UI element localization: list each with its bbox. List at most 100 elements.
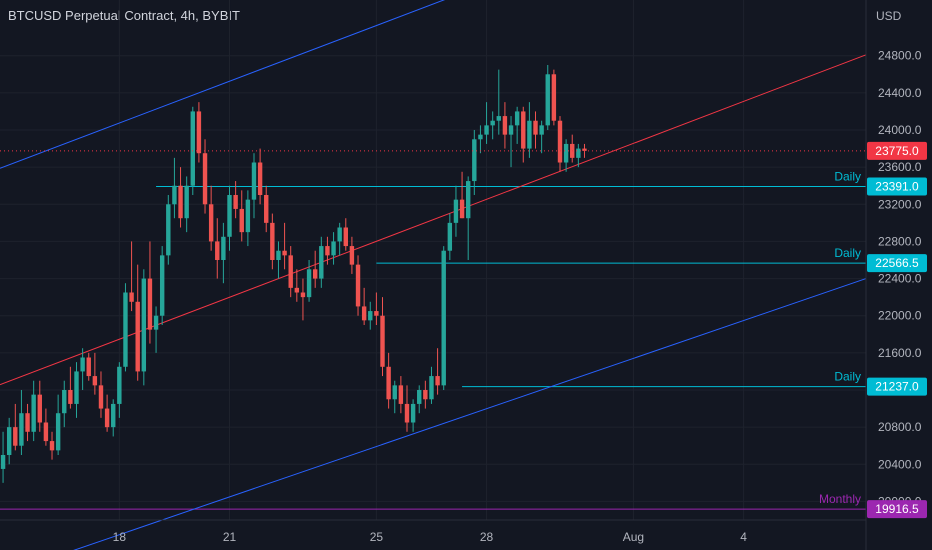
candle-body (43, 422, 49, 442)
currency-label: USD (876, 9, 902, 23)
candle-body (306, 269, 312, 298)
candle-body (368, 311, 373, 321)
candle-body (343, 227, 348, 247)
candle-body (337, 227, 342, 242)
candle-body (349, 246, 355, 265)
candle-body (129, 292, 134, 302)
candle-body (31, 394, 36, 432)
candle-body (557, 120, 563, 163)
candle-body (245, 199, 251, 233)
chart-title: BTCUSD Perpetual Contract, 4h, BYBIT (8, 8, 240, 23)
candle-body (251, 162, 257, 200)
level-price-badge (867, 377, 927, 396)
x-tick-label: 21 (223, 530, 237, 544)
y-tick-label: 23600.0 (878, 160, 922, 174)
candle-body (453, 199, 459, 223)
candle-body (221, 236, 226, 260)
candle-body (545, 74, 550, 126)
x-tick-label: 28 (480, 530, 494, 544)
level-label: Daily (834, 170, 861, 184)
candle-body (233, 195, 238, 209)
candle-body (37, 394, 42, 423)
candle-body (178, 185, 183, 219)
y-tick-label: 22000.0 (878, 309, 922, 323)
candle-body (117, 366, 122, 404)
candle-body (19, 413, 24, 446)
channel-upper-line (0, 0, 446, 169)
candle-body (355, 264, 361, 307)
candle-body (361, 306, 367, 321)
candle-body (392, 385, 397, 400)
level-price-badge (867, 500, 927, 519)
candle-body (508, 125, 514, 135)
candle-body (527, 120, 532, 149)
candle-body (582, 148, 587, 151)
candle-body (25, 413, 30, 432)
grid (0, 0, 866, 520)
candle-body (294, 287, 300, 293)
candle-body (13, 427, 18, 446)
price-badges: 23391.0 22566.5 21237.0 19916.5 23775.0 (867, 141, 927, 519)
y-tick-label: 23200.0 (878, 197, 922, 211)
candle-body (563, 143, 569, 163)
candle-body (86, 357, 91, 377)
candle-body (300, 292, 306, 298)
candle-body (104, 408, 110, 428)
candle-body (49, 441, 55, 451)
y-tick-label: 22800.0 (878, 234, 922, 248)
candle-body (227, 195, 232, 237)
candle-body (441, 250, 446, 386)
candle-body (282, 250, 287, 256)
x-tick-label: 25 (370, 530, 384, 544)
y-tick-label: 20400.0 (878, 457, 922, 471)
channel-lower-line (73, 278, 867, 550)
candle-body (312, 269, 318, 279)
y-tick-label: 24800.0 (878, 49, 922, 63)
candle-body (270, 222, 275, 260)
candle-body (264, 195, 269, 223)
level-label: Daily (834, 246, 861, 260)
level-label: Daily (834, 370, 861, 384)
x-tick-label: 18 (113, 530, 127, 544)
y-tick-label: 24000.0 (878, 123, 922, 137)
candle-body (478, 134, 483, 140)
candle-body (490, 120, 495, 126)
candle-body (123, 292, 128, 367)
last-price-badge (867, 141, 927, 160)
candle-body (539, 125, 544, 135)
candle-body (147, 278, 153, 330)
candle-body (496, 116, 501, 121)
candle-body (208, 204, 214, 242)
candle-body (135, 301, 140, 372)
horizontal-levels: Daily Daily Daily Monthly (0, 170, 866, 510)
y-tick-label: 20800.0 (878, 420, 922, 434)
candle-body (502, 116, 508, 135)
candle-body (190, 111, 195, 186)
candle-body (166, 204, 171, 256)
x-tick-label: Aug (623, 530, 644, 544)
candle-body (514, 111, 520, 126)
candle-body (398, 385, 404, 404)
candle-body (68, 390, 73, 404)
candle-body (184, 185, 189, 219)
candle-body (410, 403, 416, 423)
candle-body (92, 376, 98, 386)
level-price-badge (867, 254, 927, 273)
candle-body (80, 357, 85, 372)
candle-body (551, 74, 557, 121)
candle-body (447, 222, 453, 251)
candle-body (276, 250, 281, 260)
candle-body (74, 371, 79, 404)
candle-body (141, 278, 147, 372)
candle-body (257, 162, 263, 195)
candle-body (325, 246, 330, 256)
level-price-text: 23391.0 (875, 180, 919, 194)
candle-body (435, 376, 440, 386)
last-price-text: 23775.0 (875, 144, 919, 158)
candle-body (239, 208, 244, 233)
candle-body (159, 255, 165, 316)
y-tick-label: 22400.0 (878, 272, 922, 286)
candle-body (288, 255, 293, 288)
